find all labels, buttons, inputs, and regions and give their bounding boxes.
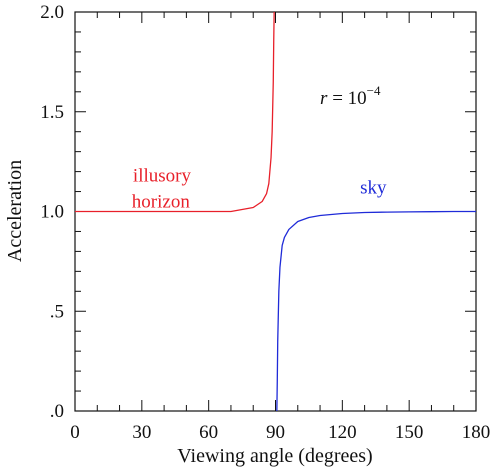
- x-tick-label: 150: [395, 422, 424, 443]
- series-line-sky: [276, 210, 476, 412]
- y-tick-labels: .0 .5 1.0 1.5 2.0: [40, 2, 64, 422]
- y-tick-label: 2.0: [40, 2, 64, 23]
- annotation-eq: = 10: [327, 88, 366, 109]
- series-label-horizon: horizon: [132, 192, 191, 213]
- annotation-r: r = 10−4: [320, 83, 381, 109]
- x-tick-label: 0: [70, 422, 80, 443]
- x-tick-label: 120: [328, 422, 357, 443]
- y-tick-label: 1.5: [40, 102, 64, 123]
- series-lines: [75, 11, 476, 412]
- x-axis-label: Viewing angle (degrees): [177, 445, 372, 467]
- series-label-sky: sky: [360, 178, 387, 199]
- annotation-var: r: [320, 88, 328, 109]
- series-line-illusory-horizon: [75, 11, 275, 213]
- x-tick-label: 180: [462, 422, 491, 443]
- y-tick-label: 1.0: [40, 202, 64, 223]
- y-axis-label: Acceleration: [4, 160, 26, 262]
- x-tick-label: 60: [199, 422, 218, 443]
- x-tick-label: 90: [266, 422, 285, 443]
- series-label-illusory: illusory: [133, 166, 192, 187]
- y-tick-label: .5: [50, 301, 64, 322]
- x-tick-labels: 0 30 60 90 120 150 180: [70, 422, 490, 443]
- x-tick-label: 30: [132, 422, 151, 443]
- annotation-exp: −4: [367, 83, 381, 98]
- y-tick-label: .0: [50, 401, 64, 422]
